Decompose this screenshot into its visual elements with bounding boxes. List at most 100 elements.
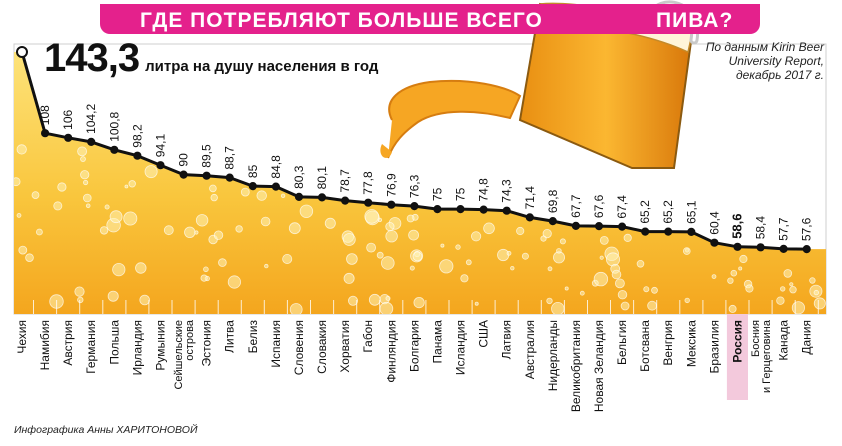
data-point [456, 205, 465, 214]
value-label: 80,1 [315, 166, 329, 190]
title-banner: ГДЕ ПОТРЕБЛЯЮТ БОЛЬШЕ ВСЕГО ПИВА? [100, 4, 760, 34]
highlight-band [726, 314, 748, 400]
bubble [194, 230, 199, 235]
value-label: 65,2 [661, 200, 675, 224]
category-label: Словения [292, 320, 306, 375]
bubble [385, 229, 398, 243]
data-point [664, 227, 673, 236]
bubble [593, 271, 609, 287]
bubble [551, 302, 565, 314]
value-label: 106 [61, 109, 75, 129]
value-label: 90 [177, 153, 191, 167]
bubble [727, 277, 734, 284]
value-label: 67,6 [592, 194, 606, 218]
data-point [641, 227, 650, 236]
value-label: 74,8 [477, 178, 491, 202]
bubble [112, 262, 126, 277]
bubble [780, 286, 786, 292]
bubble [288, 222, 301, 235]
bubble [324, 217, 336, 229]
bubble [483, 222, 495, 235]
source-line-2: University Report, [728, 54, 824, 68]
data-point [41, 129, 50, 138]
data-point [64, 133, 73, 142]
data-point [248, 182, 257, 191]
bubble [280, 193, 286, 198]
data-point [133, 151, 142, 160]
bubble [227, 275, 241, 289]
category-label: Испания [269, 320, 283, 368]
category-label: и Герцеговина [761, 319, 773, 393]
bubble [783, 269, 793, 278]
bubble [474, 301, 479, 306]
category-label: Габон [361, 320, 375, 353]
bubble [366, 242, 377, 253]
value-label: 65,1 [684, 200, 698, 224]
bubble [289, 303, 303, 314]
bubble [440, 243, 445, 248]
bubble [470, 231, 482, 242]
data-point [756, 243, 765, 252]
bubble [107, 290, 119, 302]
data-point [364, 198, 373, 207]
category-label: Словакия [315, 320, 329, 374]
bubble [347, 295, 358, 306]
category-label: острова [184, 319, 196, 361]
bubble [643, 286, 650, 293]
bubble [235, 225, 243, 233]
data-point [410, 202, 419, 211]
value-label: 89,5 [200, 144, 214, 168]
category-label: Великобритания [569, 320, 583, 412]
bubble [559, 238, 566, 245]
bubble [730, 269, 738, 277]
data-point [294, 192, 304, 201]
value-label: 80,3 [292, 165, 306, 189]
bubble [104, 204, 110, 210]
category-label: Финляндия [384, 320, 398, 383]
value-label: 98,2 [130, 124, 144, 148]
data-point [733, 242, 742, 251]
category-label: Панама [430, 320, 444, 364]
bubble [80, 156, 86, 163]
value-label: 84,8 [269, 155, 283, 179]
value-label: 76,9 [384, 173, 398, 197]
bubble [282, 253, 293, 264]
category-label: Намибия [38, 320, 52, 370]
category-label: Канада [777, 320, 791, 361]
bubble [218, 258, 227, 267]
bubble [18, 245, 28, 255]
bubble [620, 301, 630, 311]
bubble [260, 216, 271, 227]
bubble [83, 179, 89, 186]
bubble [553, 251, 566, 264]
category-label: Белиз [246, 320, 260, 354]
bubble [36, 228, 43, 236]
value-label: 78,7 [338, 169, 352, 193]
bubble [789, 282, 794, 287]
category-label: Румыния [154, 320, 168, 371]
bubble [813, 297, 826, 310]
value-label: 100,8 [107, 111, 121, 141]
bubble [203, 266, 209, 273]
value-label: 104,2 [84, 104, 98, 134]
bubble [163, 225, 174, 236]
category-label: Бразилия [707, 320, 721, 374]
value-label: 58,4 [754, 216, 768, 240]
bubble [364, 209, 380, 224]
bubble [299, 204, 314, 219]
data-point [802, 245, 811, 254]
value-label: 94,1 [154, 134, 168, 158]
data-point [571, 221, 581, 230]
bubble [439, 259, 454, 274]
bubble [135, 262, 147, 274]
bubble [684, 297, 690, 304]
category-label: Польша [107, 320, 121, 365]
data-point [548, 217, 557, 226]
bubble [516, 226, 525, 236]
bubble [379, 301, 394, 314]
data-point [594, 222, 604, 231]
bubble [195, 214, 209, 227]
data-point [110, 145, 119, 154]
value-label: 57,6 [800, 217, 814, 241]
